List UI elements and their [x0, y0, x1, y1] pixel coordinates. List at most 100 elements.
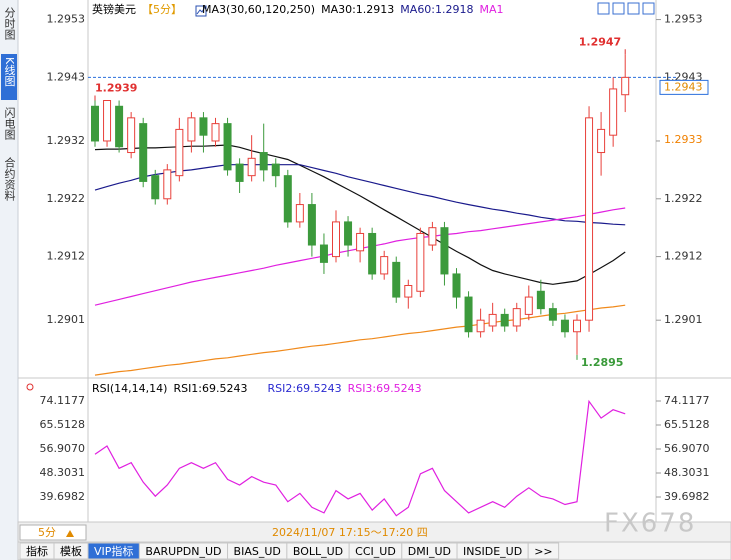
sidebar-tab-label: 分时图	[3, 7, 16, 41]
candle-body	[319, 244, 328, 263]
sidebar-tab[interactable]	[1, 54, 17, 100]
candle-body	[151, 175, 160, 200]
tab-label: VIP指标	[94, 544, 133, 558]
y-tick-label: 1.2912	[47, 250, 86, 263]
extreme-label: 1.2895	[581, 356, 623, 369]
candle-body	[404, 285, 413, 298]
candle-body	[139, 123, 148, 182]
y-tick-label: 1.2912	[664, 250, 703, 263]
y-tick-label: 1.2922	[664, 192, 703, 205]
y-tick-label: 48.3031	[40, 466, 86, 479]
y-tick-label: 1.2901	[664, 313, 703, 326]
y-tick-label: 1.2953	[664, 13, 703, 26]
candle-body	[392, 261, 401, 298]
legend-text: MA30:1.2913	[321, 3, 394, 16]
y-tick-label: 56.9070	[664, 442, 710, 455]
rsi-icon	[26, 383, 34, 391]
sidebar-tab[interactable]	[1, 154, 17, 210]
tab-label: 指标	[26, 544, 48, 558]
candle-body	[235, 163, 244, 182]
candle-body	[223, 123, 232, 171]
last-price-tag	[659, 79, 709, 95]
candle-body	[187, 117, 196, 142]
candle-body	[476, 319, 485, 333]
sidebar-tab[interactable]	[1, 104, 17, 150]
y-tick-label: 1.2943	[47, 70, 86, 83]
tab-label: BARUPDN_UD	[145, 545, 221, 558]
candle-body	[307, 204, 316, 246]
candle-body	[428, 227, 437, 246]
price-tag-bg	[660, 134, 704, 148]
y-tick-label: 56.9070	[40, 442, 86, 455]
moving-average	[94, 144, 626, 285]
candle-body	[103, 100, 112, 142]
period-label: 5分	[38, 526, 56, 539]
candle-body	[332, 221, 340, 258]
candle-body	[91, 105, 99, 142]
y-tick-label: 39.6982	[40, 490, 86, 503]
candle-body	[524, 296, 533, 315]
tab-label: >>	[534, 545, 552, 558]
y-tick-label: 1.2922	[47, 192, 86, 205]
candle-body	[368, 232, 377, 275]
candle-body	[464, 296, 473, 333]
tab-label: BIAS_UD	[234, 545, 281, 558]
tool-button[interactable]	[612, 2, 625, 15]
legend-text: RSI1:69.5243	[173, 382, 247, 395]
price-tag: 1.2933	[664, 133, 703, 146]
extreme-label: 1.2939	[95, 82, 137, 95]
candle-body	[621, 76, 630, 96]
moving-average	[94, 304, 626, 376]
moving-average	[94, 164, 626, 226]
sidebar-tab-label: K线图	[3, 57, 16, 87]
candle-body	[500, 313, 509, 327]
sidebar-tab-label: 合约资料	[3, 156, 16, 202]
candle-body	[585, 117, 594, 321]
legend-text: RSI2:69.5243	[268, 382, 342, 395]
last-price-label: 1.2943	[664, 80, 703, 93]
tab[interactable]	[527, 542, 560, 560]
tab-label: 模板	[60, 544, 82, 558]
candle-body	[259, 152, 268, 171]
candle-body	[380, 256, 389, 275]
legend-text: MA60:1.2918	[400, 3, 473, 16]
legend-text: RSI(14,14,14)	[92, 382, 167, 395]
sidebar-tab-label: 闪电图	[3, 106, 16, 141]
legend-text: MA3(30,60,120,250)	[202, 3, 315, 16]
candle-body	[199, 117, 208, 136]
candle-body	[295, 204, 304, 223]
candle-body	[283, 175, 292, 223]
legend-text: 【5分】	[142, 3, 182, 16]
candle-body	[247, 157, 256, 177]
y-tick-label: 1.2953	[47, 13, 86, 26]
candle-body	[344, 221, 353, 246]
extreme-label: 1.2947	[579, 35, 621, 48]
candle-body	[115, 105, 124, 148]
y-tick-label: 39.6982	[664, 490, 710, 503]
sidebar-tab[interactable]	[1, 4, 17, 50]
y-tick-label: 65.5128	[40, 418, 86, 431]
candle-body	[271, 163, 280, 177]
candle-body	[609, 88, 618, 136]
candle-body	[416, 232, 425, 292]
candle-body	[440, 227, 449, 275]
candle-body	[536, 290, 545, 310]
candle-body	[356, 232, 365, 252]
candle-body	[597, 128, 606, 154]
legend-text: 英镑美元	[92, 2, 136, 16]
tool-button[interactable]	[642, 2, 655, 15]
candle-body	[560, 319, 569, 333]
candle-body	[452, 273, 461, 298]
y-tick-label: 1.2901	[47, 313, 86, 326]
ma-icon	[195, 5, 207, 17]
tool-button[interactable]	[597, 2, 610, 15]
tab-label: BOLL_UD	[293, 545, 343, 558]
y-tick-label: 48.3031	[664, 466, 710, 479]
y-tick-label: 74.1177	[664, 394, 710, 407]
y-tick-label: 74.1177	[40, 394, 86, 407]
tab-label: DMI_UD	[408, 545, 451, 558]
tool-button[interactable]	[627, 2, 640, 15]
tab-label: CCI_UD	[355, 545, 396, 558]
time-label: 2024/11/07 17:15～17:20 四	[272, 526, 428, 539]
